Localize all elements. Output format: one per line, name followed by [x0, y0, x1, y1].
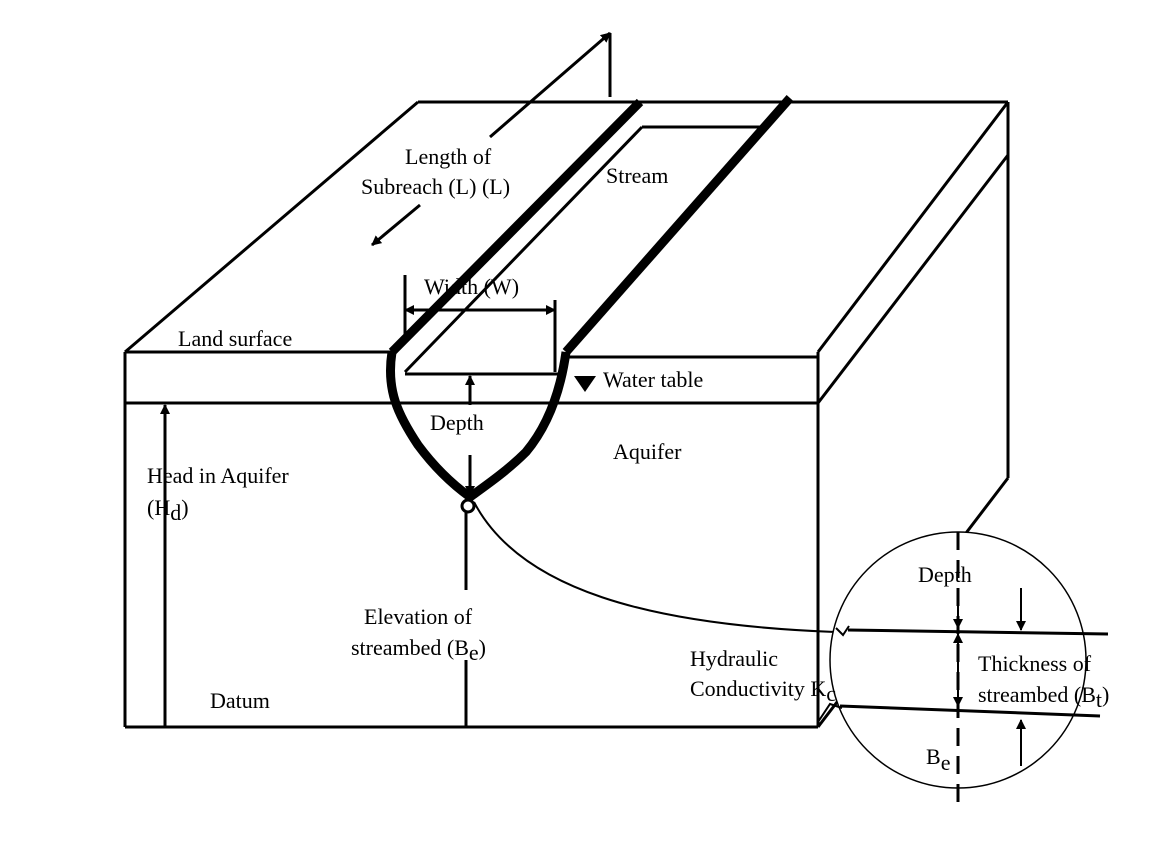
- length-arrow-upper: [489, 31, 611, 139]
- detail-streambed-bottom: [839, 704, 1101, 718]
- length-label-line1: Length of: [405, 144, 492, 169]
- streambed-detail-inset: [817, 531, 1109, 810]
- hydraulic-label-line2: Conductivity Kc: [690, 676, 836, 706]
- hydraulic-label-line1: Hydraulic: [690, 646, 778, 671]
- land-surface-label: Land surface: [178, 326, 292, 351]
- head-label-line1: Head in Aquifer: [147, 463, 289, 488]
- width-label: Width (W): [424, 274, 519, 299]
- length-arrow-lower: [371, 203, 421, 247]
- block-right-face-layer-line: [816, 154, 1010, 404]
- water-table-label: Water table: [603, 367, 703, 392]
- elevation-label-line2: streambed (Be): [351, 635, 486, 665]
- streambed-point: [460, 498, 476, 514]
- detail-connector-curve: [473, 501, 836, 633]
- detail-streambed-top: [847, 628, 1109, 636]
- stream-label: Stream: [606, 163, 668, 188]
- block-top-right-edge: [816, 101, 1010, 353]
- stream-bank-right: [562, 95, 794, 355]
- detail-depth-label: Depth: [918, 562, 972, 587]
- head-label-line2: (Hd): [147, 495, 189, 525]
- aquifer-label: Aquifer: [613, 439, 682, 464]
- stream-inner-left-line: [403, 125, 644, 374]
- be-label: Be: [926, 744, 950, 775]
- elevation-label-line1: Elevation of: [364, 604, 473, 629]
- depth-label: Depth: [430, 410, 484, 435]
- detail-break-bottom: [817, 702, 843, 723]
- block-top-left-edge: [124, 100, 419, 354]
- datum-label: Datum: [210, 688, 270, 713]
- stream-channel-cross-section: [385, 351, 571, 502]
- thickness-label-line2: streambed (Bt): [978, 682, 1109, 712]
- thickness-label-line1: Thickness of: [978, 651, 1092, 676]
- arrows: [160, 31, 612, 727]
- detail-break-top: [835, 625, 850, 637]
- water-table-symbol: [574, 376, 596, 392]
- length-label-line2: Subreach (L) (L): [361, 174, 510, 199]
